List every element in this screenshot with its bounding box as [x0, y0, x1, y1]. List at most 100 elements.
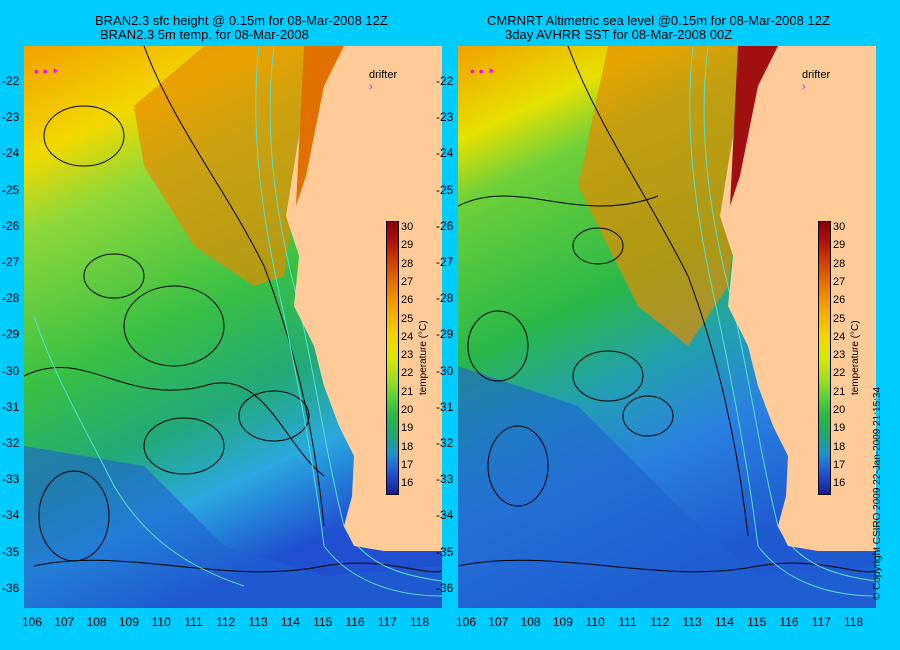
cold-southwest-pool [24, 446, 442, 608]
colorbar-tick-label: 19 [833, 422, 846, 435]
land-australia [720, 46, 876, 551]
drifter-text: drifter [369, 69, 398, 81]
x-tick-label: 107 [54, 615, 75, 629]
x-tick-label: 113 [682, 615, 702, 629]
y-tick-label: -32 [436, 436, 454, 450]
y-tick-label: -36 [436, 580, 454, 595]
drifter-arrow-icon: › [802, 81, 806, 93]
colorbar-tick-label: 21 [833, 385, 846, 398]
colorbar-tick-label: 22 [401, 367, 414, 380]
x-tick-label: 106 [455, 615, 477, 629]
x-tick-label: 115 [747, 615, 767, 629]
y-tick-label: -33 [2, 472, 20, 487]
ssh-contours [24, 46, 442, 573]
y-tick-label: -28 [2, 291, 20, 306]
x-tick-label: 112 [216, 615, 236, 629]
drifter-text: drifter [802, 69, 831, 81]
right-title-line2: 3day AVHRR SST for 08-Mar-2008 00Z [505, 27, 733, 42]
x-tick-label: 114 [714, 615, 734, 629]
right-title-line1: CMRNRT Altimetric sea level @0.15m for 0… [487, 13, 830, 28]
x-tick-label: 117 [811, 615, 831, 629]
colorbar-tick-label: 30 [833, 221, 846, 233]
y-tick-label: -26 [436, 218, 454, 233]
y-tick-label: -32 [2, 436, 20, 450]
y-tick-label: -26 [2, 218, 20, 233]
colorbar-tick-label: 29 [401, 239, 414, 252]
y-tick-label: -33 [436, 472, 454, 487]
x-tick-label: 112 [650, 615, 670, 629]
x-tick-label: 106 [21, 615, 43, 629]
colorbar-tick-label: 25 [833, 312, 846, 325]
copyright-text: © Copyright CSIRO 2009 22-Jan-2009 21:15… [872, 386, 883, 600]
colorbar-tick-label: 20 [833, 404, 846, 416]
x-tick-label: 111 [618, 615, 637, 629]
colorbar-tick-label: 19 [401, 422, 414, 435]
y-tick-label: -29 [436, 327, 454, 342]
y-tick-label: -27 [2, 255, 20, 269]
x-tick-label: 108 [520, 615, 541, 629]
drifter-label-left: drifter › [369, 69, 397, 93]
x-tick-label: 118 [844, 615, 864, 629]
colorbar-tick-label: 25 [401, 312, 414, 325]
colorbar-tick-label: 30 [401, 221, 414, 233]
y-tick-label: -22 [436, 74, 454, 88]
colorbar-tick-label: 16 [833, 477, 846, 490]
x-tick-label: 107 [488, 615, 509, 629]
y-tick-label: -34 [436, 508, 454, 523]
colorbar [818, 221, 831, 495]
y-tick-label: -29 [2, 327, 20, 342]
colorbar-tick-label: 28 [833, 257, 846, 270]
drifter-label-right: drifter › [802, 69, 830, 93]
x-tick-label: 118 [410, 615, 430, 629]
colorbar-tick-label: 22 [833, 367, 846, 380]
colorbar-tick-label: 24 [833, 330, 846, 343]
colorbar-tick-label: 16 [401, 477, 414, 490]
y-tick-label: -23 [2, 110, 20, 125]
y-tick-label: -28 [436, 291, 454, 306]
warm-coastal-band [578, 46, 758, 346]
x-tick-label: 117 [377, 615, 397, 629]
left-map-panel: • • ‣ [24, 46, 442, 608]
right-map-svg: • • ‣ [458, 46, 876, 608]
colorbar-tick-label: 28 [401, 257, 414, 270]
y-tick-label: -24 [2, 146, 20, 161]
right-map-panel: • • ‣ [458, 46, 876, 608]
colorbar [386, 221, 399, 495]
land-interior-warm [296, 46, 344, 206]
x-tick-label: 109 [552, 615, 573, 629]
colorbar-tick-label: 17 [401, 458, 414, 471]
y-tick-label: -23 [436, 110, 454, 125]
colorbar-tick-label: 21 [401, 385, 414, 398]
cold-southwest-pool [458, 366, 876, 608]
y-tick-label: -24 [436, 146, 454, 161]
colorbar-tick-label: 17 [833, 458, 846, 471]
y-tick-label: -35 [436, 544, 454, 559]
y-tick-label: -34 [2, 508, 20, 523]
drifter-marker-right: • • ‣ [470, 63, 496, 79]
x-tick-label: 110 [151, 615, 171, 629]
y-tick-label: -35 [2, 544, 20, 559]
x-tick-label: 111 [184, 615, 203, 629]
colorbar-tick-label: 18 [833, 440, 846, 453]
x-tick-label: 115 [313, 615, 333, 629]
colorbar-tick-label: 20 [401, 404, 414, 416]
y-tick-label: -31 [436, 399, 454, 414]
left-title-line2: BRAN2.3 5m temp. for 08-Mar-2008 [100, 27, 309, 42]
y-tick-label: -25 [436, 182, 454, 197]
x-tick-label: 108 [86, 615, 107, 629]
colorbar-tick-label: 26 [401, 294, 414, 307]
colorbar-tick-label: 26 [833, 294, 846, 307]
colorbar-tick-label: 27 [401, 275, 414, 288]
left-map-svg: • • ‣ [24, 46, 442, 608]
colorbar-tick-label: 24 [401, 330, 414, 343]
x-tick-label: 113 [248, 615, 268, 629]
x-tick-label: 116 [779, 615, 799, 629]
y-tick-label: -22 [2, 74, 20, 88]
x-tick-label: 116 [345, 615, 365, 629]
y-tick-label: -30 [436, 363, 454, 378]
isobaths [33, 46, 442, 597]
colorbar-tick-label: 29 [833, 239, 846, 252]
colorbar-tick-label: 23 [833, 349, 846, 362]
drifter-arrow-icon: › [369, 81, 373, 93]
y-tick-label: -30 [2, 363, 20, 378]
